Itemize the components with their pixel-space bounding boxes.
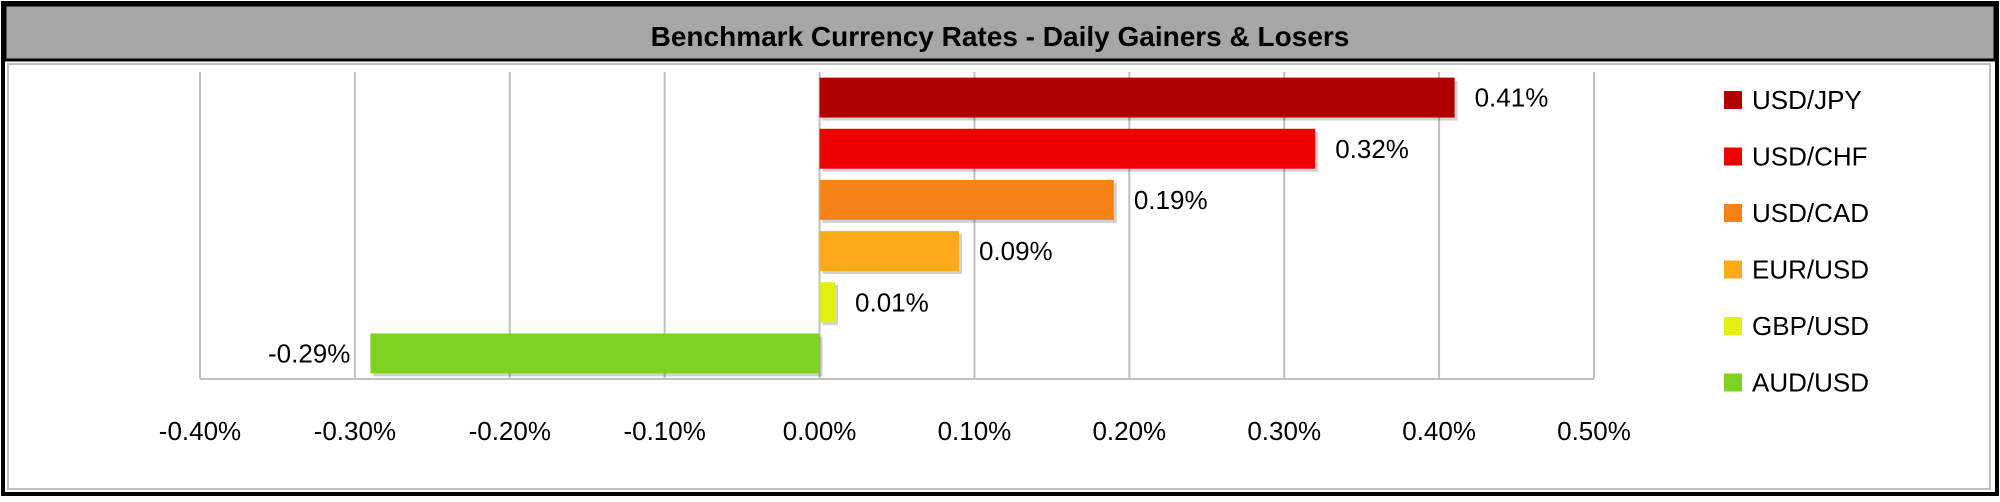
- legend-swatch: [1724, 91, 1742, 109]
- bar-eur-usd: [819, 231, 959, 272]
- x-tick-label: 0.40%: [1402, 416, 1476, 446]
- bar-gbp-usd: [819, 282, 836, 323]
- legend-swatch: [1724, 204, 1742, 222]
- legend-label: EUR/USD: [1752, 255, 1869, 285]
- data-label: -0.29%: [268, 338, 350, 368]
- x-tick-label: -0.10%: [623, 416, 705, 446]
- legend-label: USD/JPY: [1752, 85, 1862, 115]
- legend-label: GBP/USD: [1752, 311, 1869, 341]
- bars: [370, 77, 1458, 377]
- bar-usd-chf: [819, 128, 1316, 169]
- legend-label: USD/CHF: [1752, 142, 1868, 172]
- bar-usd-cad: [819, 179, 1114, 220]
- data-label: 0.19%: [1134, 185, 1208, 215]
- data-label: 0.41%: [1475, 83, 1549, 113]
- data-label: 0.01%: [855, 287, 929, 317]
- x-axis-ticks: -0.40% -0.30% -0.20% -0.10% 0.00% 0.10% 0.20% 0…: [159, 416, 1631, 446]
- x-tick-label: -0.20%: [469, 416, 551, 446]
- legend-swatch: [1724, 147, 1742, 166]
- x-tick-label: 0.50%: [1557, 416, 1631, 446]
- grid-lines: [199, 72, 1595, 380]
- data-labels: 0.41% 0.32% 0.19% 0.09% 0.01% -0.29%: [268, 83, 1548, 369]
- bar-aud-usd: [370, 333, 820, 374]
- x-tick-label: 0.30%: [1247, 416, 1321, 446]
- x-tick-label: 0.20%: [1092, 416, 1166, 446]
- legend-swatch: [1724, 317, 1742, 335]
- x-tick-label: -0.30%: [314, 416, 396, 446]
- legend-swatch: [1724, 260, 1742, 279]
- x-tick-label: 0.00%: [783, 416, 857, 446]
- data-label: 0.09%: [979, 236, 1053, 266]
- x-tick-label: 0.10%: [938, 416, 1012, 446]
- bar-usd-jpy: [819, 77, 1455, 118]
- data-label: 0.32%: [1335, 134, 1409, 164]
- x-tick-label: -0.40%: [159, 416, 241, 446]
- legend-label: USD/CAD: [1752, 198, 1869, 228]
- legend: USD/JPY USD/CHF USD/CAD EUR/USD GBP/USD AUD/U…: [1724, 85, 1869, 398]
- chart-title: Benchmark Currency Rates - Daily Gainers…: [651, 21, 1350, 52]
- title-bar: [3, 3, 1997, 62]
- legend-swatch: [1724, 373, 1742, 392]
- legend-label: AUD/USD: [1752, 368, 1869, 398]
